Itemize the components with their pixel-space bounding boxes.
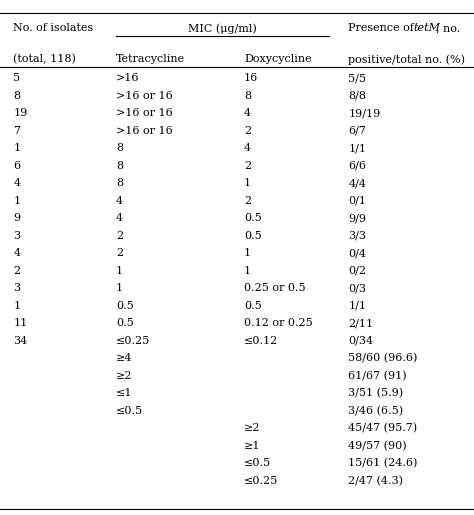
Text: 2: 2 [244, 161, 251, 170]
Text: 4: 4 [116, 213, 123, 223]
Text: 4: 4 [116, 196, 123, 205]
Text: 4: 4 [244, 143, 251, 153]
Text: Tetracycline: Tetracycline [116, 54, 185, 64]
Text: 4: 4 [13, 178, 20, 188]
Text: 16: 16 [244, 73, 258, 83]
Text: ≤0.5: ≤0.5 [244, 458, 271, 468]
Text: >16: >16 [116, 73, 140, 83]
Text: 4: 4 [13, 248, 20, 258]
Text: Presence of: Presence of [348, 23, 418, 33]
Text: 1: 1 [116, 283, 123, 293]
Text: 1: 1 [13, 196, 20, 205]
Text: 0.5: 0.5 [244, 213, 262, 223]
Text: 0.5: 0.5 [244, 231, 262, 241]
Text: 2: 2 [244, 196, 251, 205]
Text: 8: 8 [13, 91, 20, 100]
Text: 6/6: 6/6 [348, 161, 366, 170]
Text: 0.25 or 0.5: 0.25 or 0.5 [244, 283, 306, 293]
Text: Doxycycline: Doxycycline [244, 54, 312, 64]
Text: No. of isolates: No. of isolates [13, 23, 93, 33]
Text: 2: 2 [244, 126, 251, 135]
Text: 0.5: 0.5 [244, 301, 262, 311]
Text: >16 or 16: >16 or 16 [116, 108, 173, 118]
Text: 1: 1 [244, 178, 251, 188]
Text: 1: 1 [244, 248, 251, 258]
Text: 2: 2 [116, 248, 123, 258]
Text: 1: 1 [13, 301, 20, 311]
Text: 61/67 (91): 61/67 (91) [348, 371, 407, 381]
Text: 58/60 (96.6): 58/60 (96.6) [348, 353, 418, 364]
Text: 5/5: 5/5 [348, 73, 366, 83]
Text: 9: 9 [13, 213, 20, 223]
Text: 4/4: 4/4 [348, 178, 366, 188]
Text: 0/4: 0/4 [348, 248, 366, 258]
Text: 49/57 (90): 49/57 (90) [348, 441, 407, 451]
Text: 0/2: 0/2 [348, 266, 366, 276]
Text: >16 or 16: >16 or 16 [116, 126, 173, 135]
Text: 3/3: 3/3 [348, 231, 366, 241]
Text: 1/1: 1/1 [348, 143, 366, 153]
Text: 3: 3 [13, 231, 20, 241]
Text: ≤1: ≤1 [116, 388, 133, 398]
Text: 0.5: 0.5 [116, 318, 134, 328]
Text: 2/11: 2/11 [348, 318, 374, 328]
Text: 5: 5 [13, 73, 20, 83]
Text: MIC (μg/ml): MIC (μg/ml) [188, 23, 257, 34]
Text: 8: 8 [116, 143, 123, 153]
Text: 1: 1 [13, 143, 20, 153]
Text: ≤0.25: ≤0.25 [116, 336, 150, 346]
Text: ≥2: ≥2 [116, 371, 133, 381]
Text: 19/19: 19/19 [348, 108, 381, 118]
Text: 11: 11 [13, 318, 27, 328]
Text: 3: 3 [13, 283, 20, 293]
Text: 4: 4 [244, 108, 251, 118]
Text: 19: 19 [13, 108, 27, 118]
Text: 2: 2 [116, 231, 123, 241]
Text: 2/47 (4.3): 2/47 (4.3) [348, 476, 403, 486]
Text: , no.: , no. [436, 23, 460, 33]
Text: 3/46 (6.5): 3/46 (6.5) [348, 406, 403, 416]
Text: 45/47 (95.7): 45/47 (95.7) [348, 423, 418, 434]
Text: 34: 34 [13, 336, 27, 346]
Text: 1/1: 1/1 [348, 301, 366, 311]
Text: 8/8: 8/8 [348, 91, 366, 100]
Text: ≤0.12: ≤0.12 [244, 336, 278, 346]
Text: 1: 1 [116, 266, 123, 276]
Text: 6/7: 6/7 [348, 126, 366, 135]
Text: 0/34: 0/34 [348, 336, 374, 346]
Text: 6: 6 [13, 161, 20, 170]
Text: ≤0.5: ≤0.5 [116, 406, 143, 416]
Text: 15/61 (24.6): 15/61 (24.6) [348, 458, 418, 469]
Text: 9/9: 9/9 [348, 213, 366, 223]
Text: 0/3: 0/3 [348, 283, 366, 293]
Text: ≥4: ≥4 [116, 353, 133, 363]
Text: 3/51 (5.9): 3/51 (5.9) [348, 388, 403, 399]
Text: (total, 118): (total, 118) [13, 54, 76, 64]
Text: 0.5: 0.5 [116, 301, 134, 311]
Text: 8: 8 [244, 91, 251, 100]
Text: 7: 7 [13, 126, 20, 135]
Text: positive/total no. (%): positive/total no. (%) [348, 54, 465, 65]
Text: 0/1: 0/1 [348, 196, 366, 205]
Text: tetM: tetM [414, 23, 441, 33]
Text: 8: 8 [116, 178, 123, 188]
Text: ≤0.25: ≤0.25 [244, 476, 278, 486]
Text: 2: 2 [13, 266, 20, 276]
Text: 1: 1 [244, 266, 251, 276]
Text: ≥2: ≥2 [244, 423, 261, 433]
Text: 0.12 or 0.25: 0.12 or 0.25 [244, 318, 313, 328]
Text: 8: 8 [116, 161, 123, 170]
Text: ≥1: ≥1 [244, 441, 261, 451]
Text: >16 or 16: >16 or 16 [116, 91, 173, 100]
